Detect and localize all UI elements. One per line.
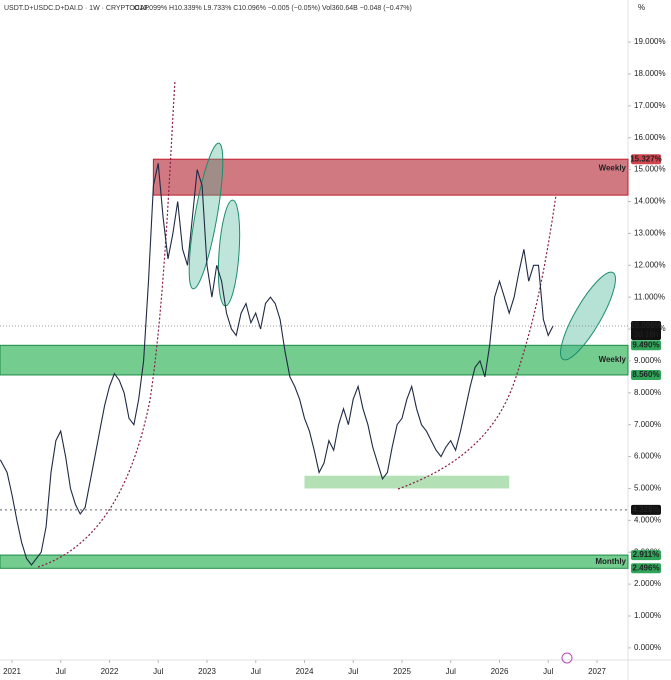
y-tick-label: 7.000%	[634, 420, 661, 429]
x-tick-label: Jul	[348, 667, 358, 676]
zone-label: Monthly	[595, 557, 626, 566]
price-tag-label: 15.327%	[630, 154, 662, 163]
ellipse	[188, 142, 224, 290]
x-tick-label: Jul	[251, 667, 261, 676]
price-tag-label: 4.328%	[632, 505, 659, 514]
y-tick-label: 11.000%	[634, 292, 665, 301]
x-tick-label: Jul	[446, 667, 456, 676]
price-tag	[631, 504, 661, 515]
price-tag	[631, 154, 661, 165]
x-tick-label: Jul	[543, 667, 553, 676]
x-tick-label: 2027	[588, 667, 606, 676]
icon	[561, 652, 573, 664]
price-tag	[631, 369, 661, 380]
zone-label: Weekly	[599, 355, 627, 364]
price-tag	[631, 340, 661, 351]
x-tick-label: 2024	[296, 667, 314, 676]
price-tag-label: 8.560%	[632, 370, 659, 379]
price-tag	[631, 550, 661, 561]
y-tick-label: 5.000%	[634, 484, 661, 493]
last-price-label: 10.096%	[630, 321, 662, 330]
x-tick-label: 2022	[101, 667, 119, 676]
price-tag-label: 2.911%	[633, 550, 660, 559]
y-tick-label: 2.000%	[634, 579, 661, 588]
y-tick-label: 18.000%	[634, 69, 666, 78]
zone	[0, 554, 629, 569]
price-tag-label: 9.490%	[632, 340, 659, 349]
y-tick-label: 14.000%	[634, 197, 666, 206]
curve	[397, 194, 557, 490]
x-tick-label: 2021	[3, 667, 21, 676]
y-tick-label: 8.000%	[634, 388, 661, 397]
x-tick-label: Jul	[153, 667, 163, 676]
y-tick-label: 15.000%	[634, 165, 666, 174]
y-tick-label: 16.000%	[634, 133, 666, 142]
y-tick-label: 13.000%	[634, 229, 666, 238]
y-tick-label: 17.000%	[634, 101, 666, 110]
price-tag	[631, 563, 661, 574]
zone	[0, 344, 629, 376]
y-tick-label: 6.000%	[634, 452, 661, 461]
ellipse	[560, 271, 616, 361]
x-tick-label: Jul	[56, 667, 66, 676]
x-tick-label: 2023	[198, 667, 216, 676]
zone	[304, 475, 510, 489]
y-tick-label: 1.000%	[634, 611, 661, 620]
x-tick-label: 2026	[491, 667, 509, 676]
y-tick-label: 12.000%	[634, 260, 666, 269]
y-tick-label: 9.000%	[634, 356, 661, 365]
price-tag-label: 2.496%	[632, 563, 659, 572]
y-tick-label: 4.000%	[634, 515, 661, 524]
price-line	[0, 163, 554, 566]
last-price-tag	[631, 320, 661, 340]
x-tick-label: 2025	[393, 667, 411, 676]
zone-label: Weekly	[599, 163, 627, 172]
countdown: 3d 16h	[634, 330, 658, 339]
ohlc: O10.099% H10.339% L9.733% C10.096% −0.00…	[134, 5, 412, 12]
y-tick-label: 19.000%	[634, 37, 666, 46]
unit: %	[638, 3, 645, 12]
y-tick-label: 0.000%	[634, 643, 661, 652]
zone	[152, 158, 629, 196]
symbol: USDT.D+USDC.D+DAI.D · 1W · CRYPTOCAP	[4, 5, 150, 12]
